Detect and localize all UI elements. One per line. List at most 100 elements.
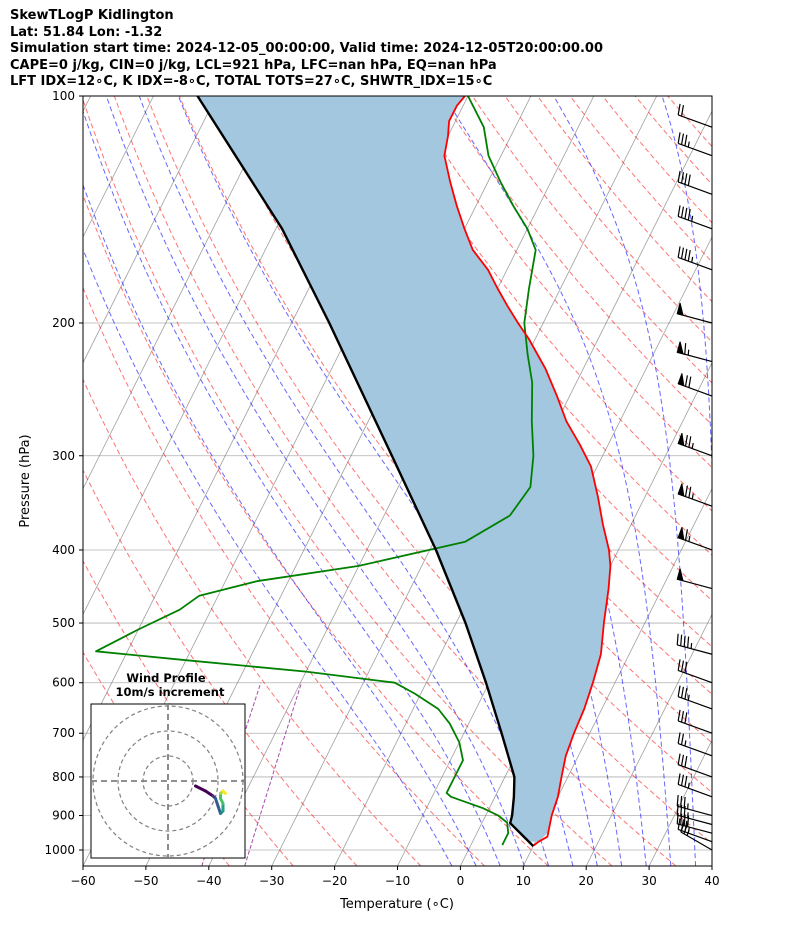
wind-barb-feather — [677, 205, 681, 217]
wind-barb-half-feather — [687, 782, 690, 789]
wind-barb-half-feather — [691, 215, 694, 222]
y-tick-label: 600 — [52, 676, 75, 690]
wind-barb-pennant — [676, 568, 684, 582]
wind-barb — [676, 341, 713, 363]
wind-barb-feather — [683, 814, 686, 826]
dry-adiabat — [83, 286, 485, 866]
wind-barb — [677, 527, 713, 551]
wind-barb-staff — [677, 783, 713, 798]
dry-adiabat — [439, 96, 712, 426]
wind-barb-feather — [683, 796, 686, 809]
wind-barb-half-feather — [691, 256, 694, 263]
wind-barb — [677, 432, 713, 457]
wind-barb-feather — [676, 633, 679, 645]
isotherm — [83, 96, 91, 113]
wind-barb — [677, 773, 713, 798]
x-tick-label: −40 — [196, 874, 221, 888]
wind-barb-half-feather — [687, 694, 690, 701]
wind-barb-feather — [684, 755, 688, 768]
mixing-ratio-line — [244, 682, 302, 866]
wind-barb — [677, 732, 713, 757]
wind-barb-feather — [680, 754, 685, 766]
y-tick-label: 500 — [52, 616, 75, 630]
wind-barb-feather — [680, 774, 685, 786]
dry-adiabat — [569, 96, 712, 263]
dry-adiabat — [83, 193, 549, 866]
dry-adiabat — [146, 96, 712, 845]
y-tick-label: 900 — [52, 809, 75, 823]
wind-barb — [676, 302, 713, 324]
wind-barb-feather — [677, 685, 681, 697]
wind-barb-feather — [680, 711, 685, 723]
moist-adiabat — [83, 109, 501, 866]
wind-barb-half-feather — [691, 442, 694, 449]
y-axis-label: Pressure (hPa) — [18, 434, 33, 527]
wind-barb-feather — [677, 732, 681, 744]
wind-barb-pennant — [677, 373, 685, 387]
dry-adiabat — [113, 96, 677, 866]
wind-barb — [677, 246, 713, 271]
wind-barb-staff — [677, 742, 713, 757]
wind-barb — [677, 753, 713, 778]
wind-barb — [677, 659, 713, 684]
wind-barb-feather — [688, 376, 692, 388]
wind-barb-feather — [677, 709, 681, 722]
parcel-line — [196, 96, 535, 847]
x-tick-label: −20 — [322, 874, 347, 888]
y-tick-label: 100 — [52, 89, 75, 103]
isotherm — [208, 96, 595, 866]
inset-subtitle: 10m/s increment — [116, 685, 225, 699]
wind-barb — [677, 483, 713, 507]
wind-barb-feather — [680, 105, 685, 117]
x-tick-label: −60 — [70, 874, 95, 888]
wind-barb-staff — [677, 181, 713, 195]
wind-barb-feather — [680, 813, 683, 825]
wind-barb-feather — [677, 246, 681, 258]
hodograph-segment — [221, 789, 227, 795]
wind-barb-feather — [680, 686, 685, 698]
wind-barbs — [676, 103, 713, 851]
moist-adiabat — [443, 96, 672, 866]
wind-barb — [676, 568, 713, 590]
inset-title: Wind Profile — [126, 671, 206, 685]
wind-barb-feather — [687, 209, 691, 221]
wind-barb-half-feather — [687, 141, 690, 148]
dewpoint-line — [95, 96, 537, 846]
wind-barb-staff — [677, 114, 713, 128]
indices-line: LFT IDX=12∘C, K IDX=-8∘C, TOTAL TOTS=27∘… — [10, 74, 493, 89]
dry-adiabat — [83, 98, 613, 866]
wind-barb-feather — [684, 712, 688, 724]
isotherm — [522, 487, 712, 866]
wind-barb-feather — [688, 436, 692, 448]
wind-barb-feather — [677, 753, 681, 765]
hodograph-segment — [204, 789, 215, 798]
wind-barb-feather — [687, 250, 691, 262]
wind-barb-feather — [676, 795, 679, 807]
wind-barb-feather — [677, 773, 681, 785]
y-tick-label: 700 — [52, 726, 75, 740]
wind-barb-feather — [684, 434, 688, 447]
x-tick-label: 0 — [457, 874, 465, 888]
wind-barb-feather — [684, 134, 688, 146]
x-tick-label: 30 — [641, 874, 656, 888]
wind-barb-feather — [687, 636, 690, 648]
isotherm — [711, 865, 712, 866]
wind-barb-pennant — [677, 432, 685, 447]
y-tick-label: 300 — [52, 449, 75, 463]
wind-barb — [676, 633, 713, 655]
dry-adiabat — [83, 378, 422, 866]
wind-barb-feather — [676, 812, 679, 824]
isotherm — [83, 96, 280, 490]
inset-ring — [117, 730, 219, 832]
wind-barb — [676, 812, 713, 834]
wind-barb-feather — [677, 132, 681, 144]
wind-barb-staff — [677, 644, 713, 655]
temperature-line — [443, 96, 612, 847]
wind-barb-pennant — [676, 302, 684, 316]
wind-barb-staff — [677, 823, 713, 834]
wind-barb-feather — [680, 795, 683, 808]
wind-barb-staff — [677, 142, 713, 157]
wind-barb-staff — [677, 764, 713, 778]
